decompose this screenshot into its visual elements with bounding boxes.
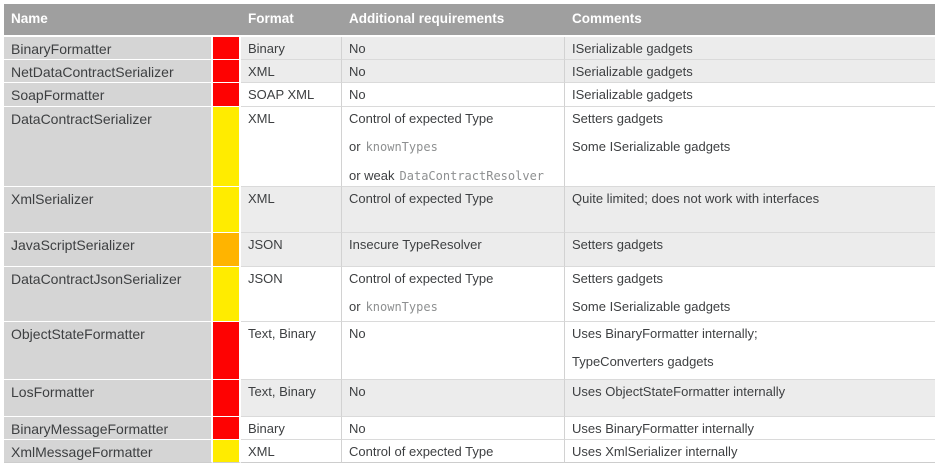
cell-additional-requirements: No <box>342 37 565 60</box>
risk-swatch <box>213 233 241 267</box>
requirement-line: Control of expected Type <box>349 111 494 126</box>
table-row: DataContractJsonSerializer JSON Control … <box>4 267 935 322</box>
cell-name: BinaryFormatter <box>4 37 213 60</box>
risk-swatch <box>213 60 241 83</box>
risk-swatch <box>213 83 241 107</box>
cell-name: NetDataContractSerializer <box>4 60 213 83</box>
cell-comments: ISerializable gadgets <box>565 83 935 107</box>
risk-swatch <box>213 322 241 380</box>
cell-additional-requirements: Control of expected Type or knownTypes <box>342 267 565 322</box>
table-row: NetDataContractSerializer XML No ISerial… <box>4 60 935 83</box>
cell-comments: Uses ObjectStateFormatter internally <box>565 380 935 417</box>
code-token: knownTypes <box>365 300 438 314</box>
column-header-format: Format <box>248 11 294 26</box>
cell-format: JSON <box>241 267 342 322</box>
cell-name: JavaScriptSerializer <box>4 233 213 267</box>
column-header-name: Name <box>11 11 48 26</box>
cell-comments: Setters gadgets <box>565 233 935 267</box>
cell-comments: Uses BinaryFormatter internally <box>565 417 935 440</box>
cell-additional-requirements: Control of expected Type <box>342 187 565 233</box>
table-row: BinaryFormatter Binary No ISerializable … <box>4 37 935 60</box>
cell-format: SOAP XML <box>241 83 342 107</box>
requirement-line: or weak DataContractResolver <box>349 168 545 183</box>
cell-name: BinaryMessageFormatter <box>4 417 213 440</box>
cell-comments: Setters gadgets Some ISerializable gadge… <box>565 107 935 187</box>
cell-comments: Uses BinaryFormatter internally; TypeCon… <box>565 322 935 380</box>
table-row: BinaryMessageFormatter Binary No Uses Bi… <box>4 417 935 440</box>
column-header-requirements: Additional requirements <box>349 11 505 26</box>
table-row: JavaScriptSerializer JSON Insecure TypeR… <box>4 233 935 267</box>
cell-format: Text, Binary <box>241 380 342 417</box>
requirement-line: or knownTypes <box>349 139 438 154</box>
cell-additional-requirements: Control of expected Type <box>342 440 565 463</box>
risk-swatch <box>213 187 241 233</box>
cell-comments: ISerializable gadgets <box>565 60 935 83</box>
cell-additional-requirements: Insecure TypeResolver <box>342 233 565 267</box>
risk-swatch <box>213 107 241 187</box>
requirement-line: Control of expected Type <box>349 271 494 286</box>
cell-comments: Uses XmlSerializer internally <box>565 440 935 463</box>
cell-format: XML <box>241 187 342 233</box>
cell-format: XML <box>241 440 342 463</box>
risk-swatch <box>213 417 241 440</box>
cell-additional-requirements: No <box>342 417 565 440</box>
cell-comments: Setters gadgets Some ISerializable gadge… <box>565 267 935 322</box>
cell-additional-requirements: No <box>342 322 565 380</box>
risk-swatch <box>213 37 241 60</box>
table-row: LosFormatter Text, Binary No Uses Object… <box>4 380 935 417</box>
code-token: knownTypes <box>365 140 438 154</box>
cell-format: Text, Binary <box>241 322 342 380</box>
risk-swatch <box>213 267 241 322</box>
cell-name: SoapFormatter <box>4 83 213 107</box>
cell-name: XmlSerializer <box>4 187 213 233</box>
table-row: XmlSerializer XML Control of expected Ty… <box>4 187 935 233</box>
cell-additional-requirements: No <box>342 60 565 83</box>
cell-format: JSON <box>241 233 342 267</box>
risk-swatch <box>213 440 241 463</box>
table-row: ObjectStateFormatter Text, Binary No Use… <box>4 322 935 380</box>
cell-additional-requirements: No <box>342 380 565 417</box>
table-row: DataContractSerializer XML Control of ex… <box>4 107 935 187</box>
cell-comments: Quite limited; does not work with interf… <box>565 187 935 233</box>
cell-name: DataContractSerializer <box>4 107 213 187</box>
code-token: DataContractResolver <box>399 169 545 183</box>
requirement-line: or knownTypes <box>349 299 438 314</box>
cell-name: DataContractJsonSerializer <box>4 267 213 322</box>
table-row: XmlMessageFormatter XML Control of expec… <box>4 440 935 463</box>
table-header-row: Name Format Additional requirements Comm… <box>4 4 935 37</box>
serializers-table: Name Format Additional requirements Comm… <box>4 4 935 463</box>
cell-format: XML <box>241 60 342 83</box>
cell-additional-requirements: Control of expected Type or knownTypes or… <box>342 107 565 187</box>
column-header-comments: Comments <box>572 11 642 26</box>
cell-format: Binary <box>241 37 342 60</box>
cell-additional-requirements: No <box>342 83 565 107</box>
table-row: SoapFormatter SOAP XML No ISerializable … <box>4 83 935 107</box>
risk-swatch <box>213 380 241 417</box>
cell-name: XmlMessageFormatter <box>4 440 213 463</box>
cell-name: ObjectStateFormatter <box>4 322 213 380</box>
cell-format: Binary <box>241 417 342 440</box>
cell-format: XML <box>241 107 342 187</box>
cell-comments: ISerializable gadgets <box>565 37 935 60</box>
column-header-risk <box>213 4 241 35</box>
cell-name: LosFormatter <box>4 380 213 417</box>
